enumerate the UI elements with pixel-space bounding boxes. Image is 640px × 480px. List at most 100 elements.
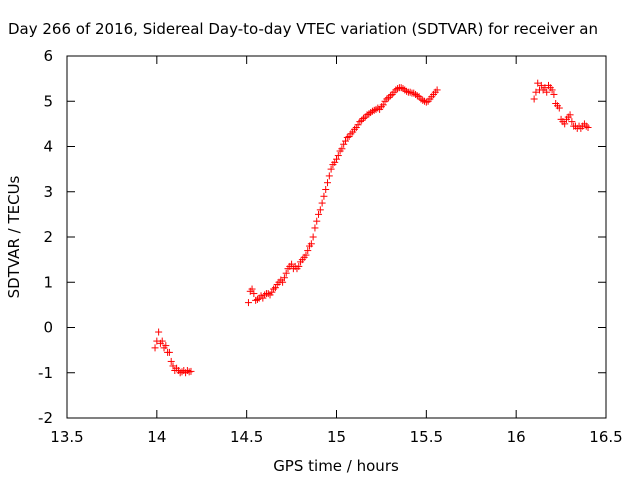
y-tick-label: 4	[43, 138, 53, 156]
x-tick-label: 16.5	[589, 428, 622, 446]
y-tick-label: 0	[43, 319, 53, 337]
data-point	[315, 210, 323, 218]
data-point	[279, 278, 287, 286]
data-point	[271, 284, 279, 292]
x-tick-label: 16	[507, 428, 526, 446]
plot-frame	[66, 55, 607, 419]
data-point	[259, 294, 267, 302]
data-point	[358, 116, 366, 124]
data-point	[530, 95, 538, 103]
x-axis: 13.5 14 14.5 15 15.5 16 16.5	[50, 56, 623, 446]
data-point	[354, 121, 362, 129]
x-axis-label: GPS time / hours	[273, 457, 399, 475]
data-point	[582, 122, 590, 130]
data-series	[151, 79, 592, 377]
data-point	[165, 348, 173, 356]
data-point	[264, 290, 272, 298]
data-point	[422, 98, 430, 106]
x-tick-label: 15	[327, 428, 346, 446]
data-point	[356, 118, 364, 126]
y-tick-label: 2	[43, 228, 53, 246]
data-point	[270, 285, 278, 293]
data-point	[406, 88, 414, 96]
data-point	[392, 86, 400, 94]
data-point	[374, 104, 382, 112]
data-point	[350, 125, 358, 133]
data-point	[403, 87, 411, 95]
data-point	[158, 337, 166, 345]
data-point	[385, 94, 393, 102]
data-point	[280, 274, 288, 282]
y-tick-label: 3	[43, 183, 53, 201]
data-point	[410, 89, 418, 97]
data-point	[169, 362, 177, 370]
data-point	[324, 179, 332, 187]
data-point	[338, 145, 346, 153]
data-point	[550, 90, 558, 98]
data-point	[543, 88, 551, 96]
y-axis-label: SDTVAR / TECUs	[5, 175, 23, 298]
data-point	[167, 357, 175, 365]
data-point	[548, 86, 556, 94]
data-point	[244, 299, 252, 307]
data-point	[304, 247, 312, 255]
x-tick-label: 13.5	[50, 428, 83, 446]
data-point	[313, 217, 321, 225]
data-point	[327, 165, 335, 173]
data-point	[379, 101, 387, 109]
data-point	[584, 123, 592, 131]
data-point	[419, 96, 427, 104]
data-point	[566, 111, 574, 119]
data-point	[383, 95, 391, 103]
data-point	[325, 172, 333, 180]
data-point	[568, 118, 576, 126]
data-point	[183, 366, 191, 374]
data-point	[537, 81, 545, 89]
y-tick-label: -1	[38, 364, 53, 382]
data-point	[365, 110, 373, 118]
data-point	[248, 285, 256, 293]
data-point	[534, 79, 542, 87]
data-point	[162, 342, 170, 350]
data-point	[397, 84, 405, 92]
data-point	[561, 120, 569, 128]
data-point	[178, 368, 186, 376]
data-point	[412, 90, 420, 98]
data-point	[155, 328, 163, 336]
data-point	[377, 103, 385, 111]
data-point	[252, 296, 260, 304]
x-tick-label: 14	[147, 428, 166, 446]
data-point	[333, 155, 340, 163]
data-point	[320, 192, 328, 200]
y-tick-label: 1	[43, 273, 53, 291]
data-point	[302, 251, 310, 259]
data-point	[288, 260, 296, 268]
data-point	[343, 133, 351, 141]
data-point	[151, 344, 159, 352]
data-point	[322, 185, 330, 193]
data-point	[368, 107, 376, 115]
data-point	[417, 95, 425, 103]
data-point	[318, 199, 326, 207]
data-point	[295, 262, 303, 270]
data-point	[341, 137, 349, 145]
y-axis: -2 -1 0 1 2 3 4 5 6	[38, 47, 606, 427]
data-point	[334, 152, 342, 160]
data-point	[307, 240, 315, 248]
y-tick-label: -2	[38, 409, 53, 427]
data-point	[282, 269, 290, 277]
chart-title: Day 266 of 2016, Sidereal Day-to-day VTE…	[8, 20, 598, 38]
data-point	[331, 158, 339, 166]
data-point	[250, 290, 258, 298]
data-point	[187, 367, 195, 375]
data-point	[359, 114, 367, 122]
data-point	[433, 86, 441, 94]
x-tick-label: 15.5	[410, 428, 443, 446]
data-point	[555, 104, 563, 112]
data-point	[253, 295, 261, 303]
data-point	[401, 86, 409, 94]
data-point	[316, 206, 324, 214]
data-point	[347, 130, 355, 138]
data-point	[309, 233, 317, 241]
data-point	[399, 85, 407, 93]
